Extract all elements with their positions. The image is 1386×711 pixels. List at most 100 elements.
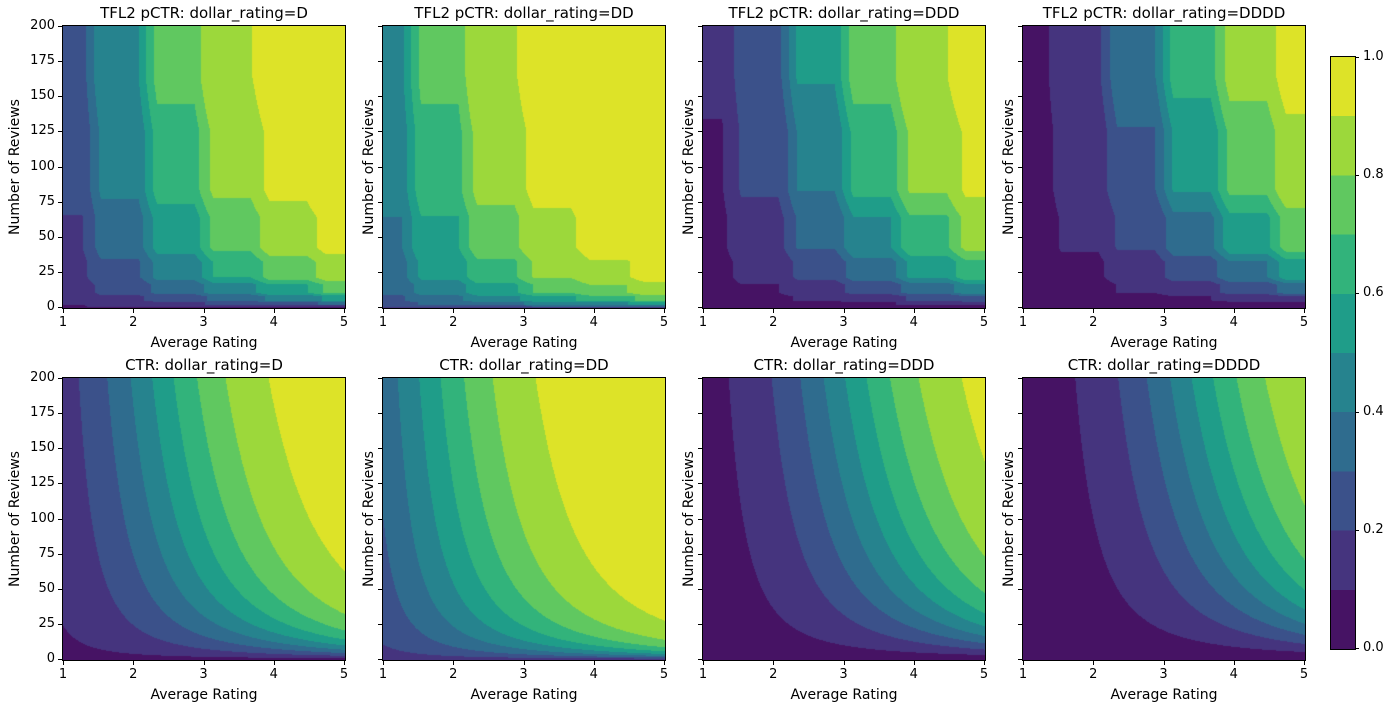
y-tick-mark: [698, 553, 702, 555]
x-tick-mark: [453, 661, 455, 665]
x-tick-mark: [133, 309, 135, 313]
x-tick-mark: [1093, 661, 1095, 665]
y-tick-mark: [378, 166, 382, 168]
colorbar-tick-mark: [1355, 293, 1359, 295]
y-tick-mark: [378, 26, 382, 27]
y-tick-mark: [1018, 483, 1022, 485]
y-tick-mark: [698, 378, 702, 379]
x-tick-label: 2: [1089, 667, 1098, 682]
y-tick-mark: [378, 378, 382, 379]
y-tick-mark: [378, 61, 382, 63]
x-tick-label: 5: [659, 667, 669, 682]
subplot-title: CTR: dollar_rating=DDD: [753, 356, 935, 374]
x-tick-label: 1: [378, 667, 388, 682]
x-tick-label: 3: [1159, 667, 1168, 682]
x-tick-mark: [453, 309, 455, 313]
x-tick-label: 4: [589, 315, 598, 330]
y-tick-mark: [58, 307, 62, 308]
colorbar-tick-label: 0.6: [1363, 285, 1384, 301]
y-axis-label: Number of Reviews: [681, 451, 697, 587]
x-tick-mark: [1233, 661, 1235, 665]
x-tick-mark: [273, 661, 275, 665]
y-tick-mark: [378, 236, 382, 238]
y-axis-label: Number of Reviews: [1001, 451, 1017, 587]
y-tick-mark: [698, 271, 702, 273]
y-tick-mark: [698, 236, 702, 238]
y-axis-label: Number of Reviews: [681, 99, 697, 235]
x-tick-label: 3: [839, 315, 848, 330]
y-axis-label: Number of Reviews: [1001, 99, 1017, 235]
y-tick-mark: [698, 413, 702, 415]
y-tick-mark: [698, 307, 702, 308]
x-tick-label: 5: [1299, 667, 1309, 682]
colorbar-tick-label: 0.4: [1363, 403, 1384, 419]
y-tick-mark: [58, 26, 62, 27]
x-tick-label: 3: [519, 667, 528, 682]
colorbar-tick-mark: [1355, 411, 1359, 413]
y-tick-mark: [58, 378, 62, 379]
y-tick-mark: [1018, 61, 1022, 63]
x-tick-label: 4: [269, 315, 278, 330]
contour-plot-canvas: [1022, 25, 1306, 309]
x-tick-mark: [383, 309, 384, 313]
x-tick-mark: [63, 661, 64, 665]
x-axis-label: Average Rating: [790, 687, 898, 703]
y-tick-mark: [378, 518, 382, 520]
x-tick-mark: [703, 309, 704, 313]
y-tick-mark: [1018, 166, 1022, 168]
x-tick-mark: [1304, 661, 1305, 665]
y-tick-label: 175: [30, 53, 55, 69]
y-tick-mark: [58, 236, 62, 238]
x-tick-mark: [1233, 309, 1235, 313]
y-tick-mark: [58, 659, 62, 660]
y-tick-mark: [1018, 378, 1022, 379]
x-tick-label: 2: [769, 667, 778, 682]
contour-plot-canvas: [382, 25, 666, 309]
y-tick-label: 0: [46, 299, 55, 314]
contour-plot-canvas: [382, 377, 666, 661]
x-tick-mark: [1023, 309, 1024, 313]
y-tick-mark: [58, 166, 62, 168]
y-tick-mark: [698, 201, 702, 203]
subplot-title: TFL2 pCTR: dollar_rating=DDDD: [1042, 4, 1286, 22]
y-tick-mark: [58, 518, 62, 520]
y-tick-mark: [58, 483, 62, 485]
y-axis-label: Number of Reviews: [7, 99, 23, 235]
y-tick-label: 125: [30, 475, 55, 491]
colorbar-tick-mark: [1355, 529, 1359, 531]
x-tick-label: 4: [909, 667, 918, 682]
y-tick-mark: [378, 623, 382, 625]
y-tick-label: 25: [38, 615, 55, 631]
y-tick-mark: [698, 166, 702, 168]
x-tick-mark: [913, 661, 915, 665]
x-tick-label: 2: [449, 315, 458, 330]
x-tick-mark: [1304, 309, 1305, 313]
x-tick-mark: [344, 661, 345, 665]
y-tick-mark: [698, 518, 702, 520]
x-tick-label: 1: [1018, 315, 1028, 330]
y-tick-mark: [1018, 448, 1022, 450]
y-tick-label: 125: [30, 123, 55, 139]
x-tick-label: 1: [58, 667, 68, 682]
colorbar-tick-mark: [1355, 648, 1359, 649]
y-tick-mark: [58, 96, 62, 98]
x-tick-mark: [383, 661, 384, 665]
y-tick-mark: [378, 553, 382, 555]
subplot-title: CTR: dollar_rating=DDDD: [1067, 356, 1261, 374]
y-tick-mark: [698, 623, 702, 625]
subplot-title: CTR: dollar_rating=DD: [439, 356, 609, 374]
y-tick-mark: [58, 553, 62, 555]
x-tick-label: 5: [339, 315, 349, 330]
x-tick-label: 4: [1229, 315, 1238, 330]
subplot-title: TFL2 pCTR: dollar_rating=D: [100, 4, 308, 22]
y-tick-label: 175: [30, 405, 55, 421]
y-tick-label: 50: [38, 228, 55, 244]
y-tick-label: 200: [30, 18, 55, 33]
y-axis-label: Number of Reviews: [361, 99, 377, 235]
y-tick-mark: [378, 448, 382, 450]
x-tick-mark: [843, 309, 845, 313]
x-tick-mark: [773, 309, 775, 313]
subplot-title: TFL2 pCTR: dollar_rating=DD: [414, 4, 634, 22]
colorbar-tick-label: 0.0: [1363, 640, 1384, 655]
